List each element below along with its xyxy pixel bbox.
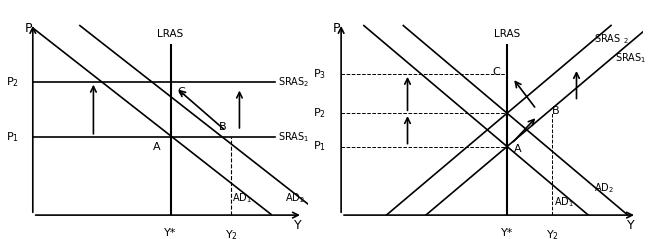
Text: P$_1$: P$_1$ (313, 140, 326, 153)
Text: P$_2$: P$_2$ (313, 106, 326, 120)
Text: Y: Y (627, 219, 634, 232)
Text: Y$_2$: Y$_2$ (224, 228, 237, 239)
Text: C: C (493, 67, 501, 77)
Text: SRAS$_2$: SRAS$_2$ (278, 75, 310, 89)
Text: AD$_1$: AD$_1$ (554, 195, 574, 209)
Text: P$_1$: P$_1$ (6, 130, 19, 144)
Text: P$_2$: P$_2$ (6, 75, 19, 89)
Text: P: P (333, 22, 340, 35)
Text: AD$_2$: AD$_2$ (285, 191, 304, 205)
Text: Y$_2$: Y$_2$ (546, 228, 559, 239)
Text: A: A (153, 141, 161, 152)
Text: LRAS: LRAS (157, 29, 184, 39)
Text: SRAS $_2$: SRAS $_2$ (594, 32, 628, 46)
Text: Y: Y (293, 219, 301, 232)
Text: C: C (178, 87, 186, 97)
Text: SRAS$_1$: SRAS$_1$ (615, 51, 646, 65)
Text: P: P (25, 22, 32, 35)
Text: Y*: Y* (501, 228, 513, 238)
Text: P$_3$: P$_3$ (313, 67, 326, 81)
Text: LRAS: LRAS (494, 29, 520, 39)
Text: Y*: Y* (165, 228, 176, 238)
Text: B: B (219, 122, 227, 132)
Text: B: B (552, 106, 559, 116)
Text: A: A (514, 144, 522, 154)
Text: AD$_1$: AD$_1$ (232, 191, 252, 205)
Text: SRAS$_1$: SRAS$_1$ (278, 130, 310, 144)
Text: AD$_2$: AD$_2$ (594, 182, 613, 195)
